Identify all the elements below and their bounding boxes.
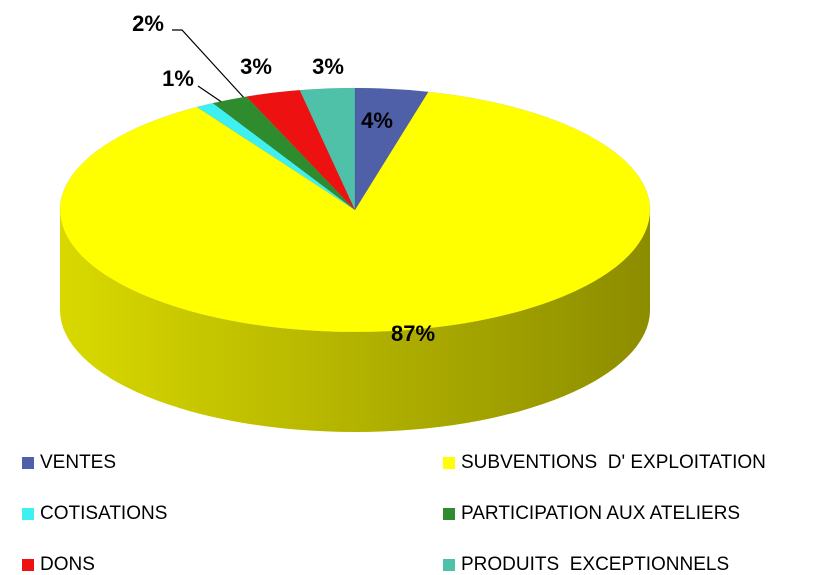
data-label: 2%	[132, 11, 164, 36]
leader-line	[172, 29, 247, 101]
slice	[245, 89, 356, 211]
data-label: 3%	[312, 54, 344, 79]
legend-swatch	[22, 559, 34, 571]
legend-swatch	[443, 559, 455, 571]
legend-label: COTISATIONS	[40, 503, 167, 524]
legend-swatch	[22, 457, 34, 469]
legend-label: PARTICIPATION AUX ATELIERS	[461, 503, 740, 524]
slice	[196, 102, 356, 211]
side-shade	[60, 210, 650, 432]
data-label: 87%	[391, 321, 435, 346]
legend-swatch	[443, 457, 455, 469]
slice	[59, 91, 651, 333]
legend-swatch	[22, 508, 34, 520]
slice	[354, 87, 429, 211]
legend-label: VENTES	[40, 452, 116, 473]
legend-label: SUBVENTIONS D' EXPLOITATION	[461, 452, 766, 473]
data-label: 4%	[361, 108, 393, 133]
legend-label: PRODUITS EXCEPTIONNELS	[461, 554, 729, 575]
legend-label: DONS	[40, 554, 95, 575]
legend-swatch	[443, 508, 455, 520]
data-label: 1%	[162, 66, 194, 91]
slice	[299, 87, 356, 211]
slice	[212, 96, 356, 211]
data-label: 3%	[240, 54, 272, 79]
